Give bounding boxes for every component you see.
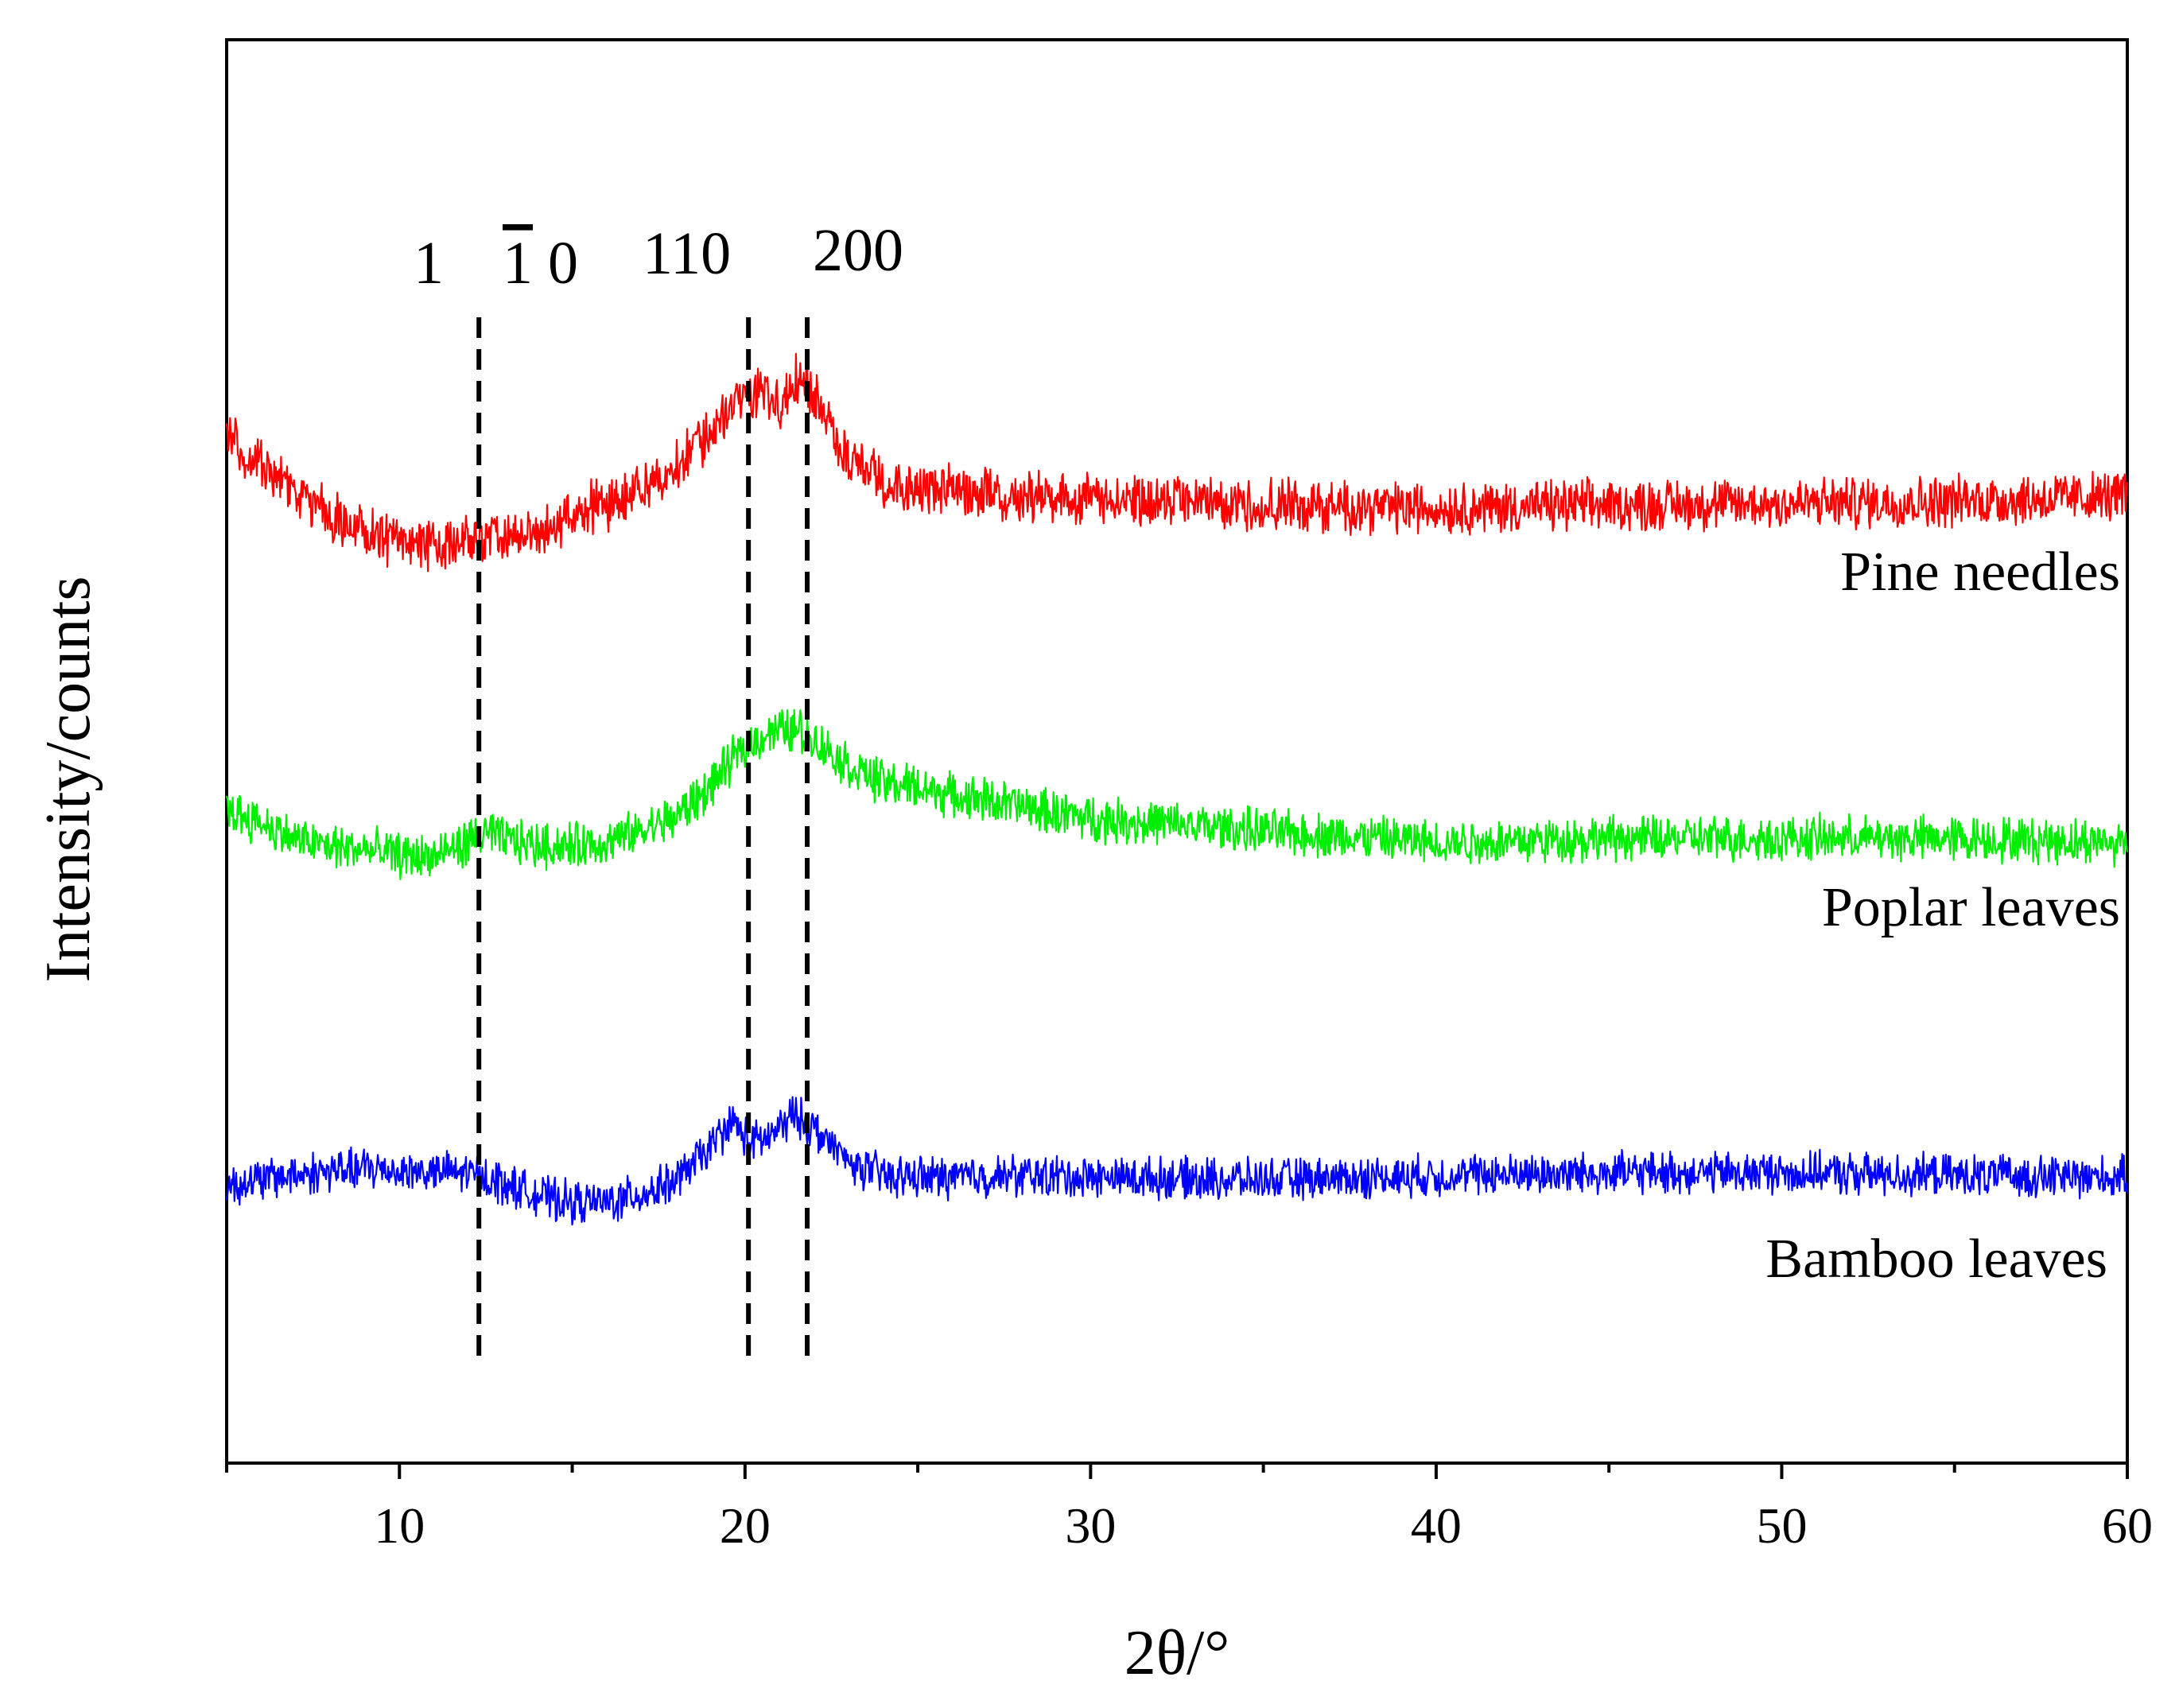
x-axis-title: 2θ/°: [1124, 1618, 1230, 1688]
peak-label-1-10-tail: 0: [548, 230, 578, 297]
x-tick-label: 10: [374, 1497, 425, 1554]
peak-label-200: 200: [813, 217, 903, 284]
peak-label-110: 110: [643, 220, 731, 287]
series-label-bamboo-leaves: Bamboo leaves: [1765, 1229, 2107, 1290]
series-line-bamboo-leaves: [225, 1096, 2129, 1226]
x-tick-label: 50: [1756, 1497, 1807, 1554]
series-label-poplar-leaves: Poplar leaves: [1822, 877, 2120, 938]
x-tick-label: 30: [1065, 1497, 1116, 1554]
peak-label-1-10-overbar: 1: [503, 230, 533, 297]
plot-frame: [225, 38, 2129, 1465]
y-axis-title: Intensity/counts: [33, 576, 103, 982]
x-tick-label: 60: [2102, 1497, 2153, 1554]
reference-lines: [476, 317, 810, 1357]
peak-labels: 1 1 0 110 200: [414, 217, 903, 297]
series-line-poplar-leaves: [225, 708, 2129, 880]
peak-label-1-10: 1 1 0: [414, 230, 578, 297]
x-tick-label: 40: [1411, 1497, 1462, 1554]
series-line-pine-needles: [225, 352, 2129, 573]
series-label-pine-needles: Pine needles: [1840, 542, 2120, 603]
plot-area: [225, 38, 2129, 1465]
peak-label-1-10-main: 1: [414, 230, 444, 297]
x-tick-label: 20: [720, 1497, 771, 1554]
series-layer: [225, 352, 2129, 1226]
x-axis: 10 20 30 40 50 60: [225, 1463, 2153, 1554]
